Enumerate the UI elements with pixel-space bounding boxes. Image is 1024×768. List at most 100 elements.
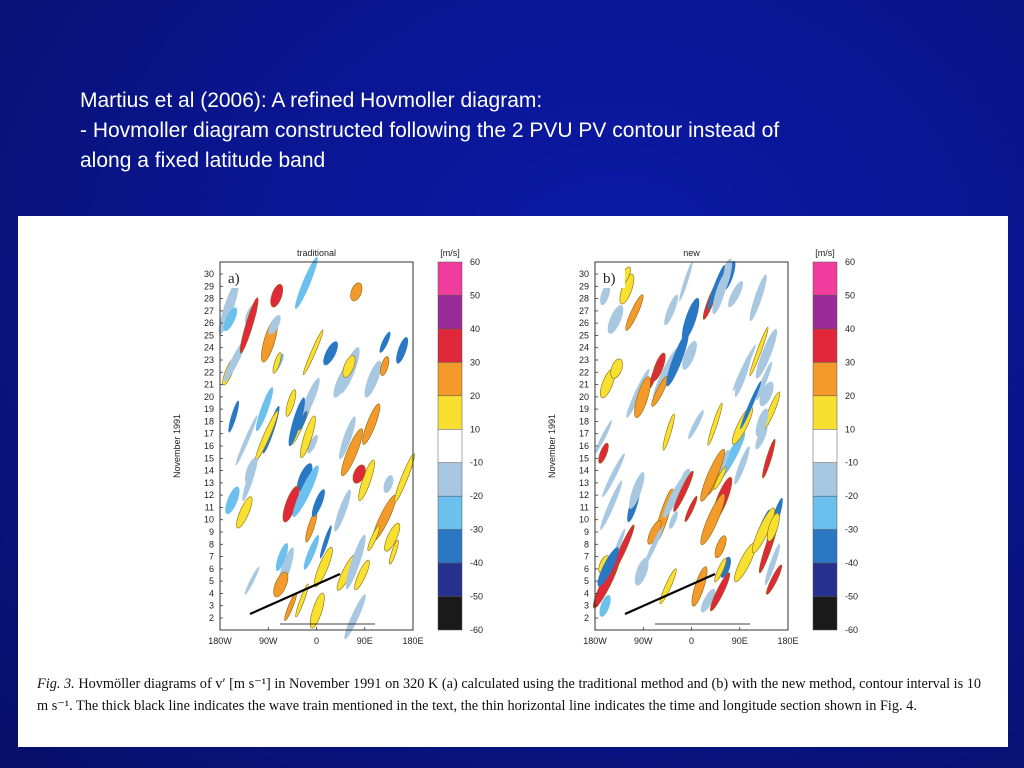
colorbar-label: 60	[845, 257, 855, 267]
panel-title: traditional	[297, 248, 336, 258]
wave-streak	[600, 480, 623, 531]
wave-streak	[710, 572, 731, 612]
wave-streak	[732, 344, 756, 392]
wave-streak	[339, 416, 356, 460]
y-tick-label: 3	[584, 601, 589, 611]
x-tick-label: 90E	[357, 636, 373, 646]
panel-letter: b)	[603, 271, 616, 287]
wave-streak	[223, 307, 238, 332]
y-tick-label: 11	[580, 502, 589, 512]
y-tick-label: 26	[579, 318, 589, 328]
y-tick-label: 5	[209, 576, 214, 586]
wave-streak	[362, 403, 381, 445]
wave-streak	[311, 489, 325, 517]
colorbar-cell	[437, 562, 463, 597]
wave-streak	[712, 272, 728, 315]
y-tick-label: 14	[579, 466, 589, 476]
wave-streak	[364, 360, 382, 398]
y-tick-label: 12	[204, 490, 214, 500]
colorbar-cell	[437, 596, 463, 631]
x-tick-label: 0	[314, 636, 319, 646]
y-tick-label: 27	[579, 306, 589, 316]
x-tick-label: 90W	[259, 636, 278, 646]
wave-streak	[367, 525, 380, 551]
slide-bullet-continuation: along a fixed latitude band	[80, 149, 326, 172]
wave-streak	[298, 410, 308, 431]
wave-streak	[292, 465, 319, 518]
wave-streak	[755, 328, 778, 379]
colorbar-label: -40	[845, 558, 858, 568]
wave-streak	[270, 284, 284, 308]
wave-streak	[714, 557, 727, 583]
wave-streak	[720, 556, 731, 578]
colorbar-label: -30	[470, 525, 483, 535]
y-tick-label: 29	[204, 281, 214, 291]
y-tick-label: 12	[579, 490, 589, 500]
colorbar-cell	[812, 596, 838, 631]
wave-streak	[236, 496, 253, 529]
wave-streak	[300, 377, 320, 421]
wave-streak	[295, 256, 318, 309]
wave-streak	[600, 284, 611, 306]
colorbar-cell	[437, 295, 463, 330]
wave-streak	[255, 387, 274, 432]
colorbar-label: -50	[845, 592, 858, 602]
colorbar-cell	[437, 362, 463, 397]
colorbar-label: 40	[845, 324, 855, 334]
colorbar-cell	[812, 328, 838, 363]
wave-streak	[594, 420, 613, 454]
y-tick-label: 22	[204, 367, 214, 377]
y-tick-label: 26	[204, 318, 214, 328]
wave-streak	[707, 402, 723, 446]
y-tick-label: 7	[584, 552, 589, 562]
wave-streak	[599, 594, 611, 617]
y-tick-label: 18	[579, 416, 589, 426]
colorbar-cell	[437, 395, 463, 430]
y-tick-label: 24	[579, 343, 589, 353]
x-tick-label: 90W	[634, 636, 653, 646]
y-tick-label: 7	[209, 552, 214, 562]
y-tick-label: 23	[579, 355, 589, 365]
y-tick-label: 10	[579, 515, 589, 525]
wave-streak	[302, 329, 324, 376]
panel-letter: a)	[228, 271, 240, 287]
wave-streak	[345, 534, 366, 590]
wave-streak	[384, 522, 401, 552]
wave-streak	[242, 457, 258, 502]
wave-streak	[296, 463, 313, 492]
wave-streak	[643, 525, 664, 567]
wave-streak	[344, 594, 366, 640]
wave-streak	[762, 438, 776, 479]
wave-streak	[700, 493, 726, 546]
wave-streak	[380, 356, 390, 376]
wave-streak	[673, 470, 694, 512]
wave-streak	[396, 337, 409, 364]
colorbar-label: 60	[470, 257, 480, 267]
wave-streak	[597, 547, 619, 587]
wave-streak	[598, 442, 609, 464]
panel-title: new	[683, 248, 700, 258]
wave-streak	[268, 315, 281, 335]
wave-streak	[681, 297, 700, 341]
wave-streak	[228, 400, 240, 433]
colorbar-cell	[812, 462, 838, 497]
wave-streak	[659, 568, 677, 605]
wave-streak	[341, 428, 363, 477]
y-tick-label: 8	[584, 539, 589, 549]
y-tick-label: 14	[204, 466, 214, 476]
wave-streak	[688, 410, 704, 440]
colorbar-cell	[812, 295, 838, 330]
wave-streak	[749, 326, 769, 377]
y-tick-label: 11	[205, 502, 214, 512]
caption-text: Hovmöller diagrams of v′ [m s⁻¹] in Nove…	[37, 676, 982, 714]
wave-streak	[682, 340, 697, 370]
wave-streak	[389, 539, 399, 565]
wave-streak	[662, 413, 675, 451]
wave-streak	[713, 466, 727, 490]
wave-streak	[668, 511, 678, 529]
slide-title-line: Martius et al (2006): A refined Hovmolle…	[80, 89, 543, 112]
wave-streak	[309, 592, 325, 629]
colorbar-cell	[812, 529, 838, 564]
wave-streak	[610, 524, 635, 575]
wave-streak	[740, 380, 762, 430]
